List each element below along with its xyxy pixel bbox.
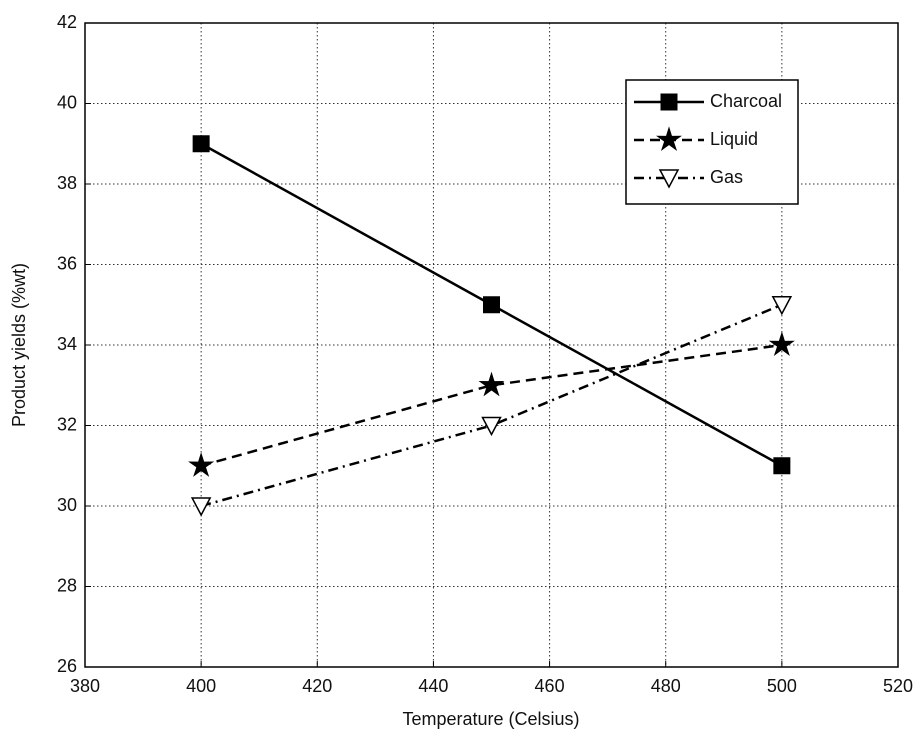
x-axis-label: Temperature (Celsius) xyxy=(402,709,579,729)
x-tick-label: 520 xyxy=(883,676,913,696)
y-tick-label: 30 xyxy=(57,495,77,515)
x-tick-label: 380 xyxy=(70,676,100,696)
y-tick-label: 26 xyxy=(57,656,77,676)
y-tick-label: 34 xyxy=(57,334,77,354)
y-tick-label: 40 xyxy=(57,92,77,112)
x-tick-label: 400 xyxy=(186,676,216,696)
y-axis-label: Product yields (%wt) xyxy=(9,263,29,427)
y-tick-label: 38 xyxy=(57,173,77,193)
marker xyxy=(484,297,500,313)
marker xyxy=(774,458,790,474)
x-tick-label: 460 xyxy=(535,676,565,696)
y-tick-label: 32 xyxy=(57,414,77,434)
chart: Temperature (Celsius) Product yields (%w… xyxy=(0,0,922,737)
x-tick-label: 500 xyxy=(767,676,797,696)
x-tick-label: 440 xyxy=(418,676,448,696)
legend-label: Gas xyxy=(710,167,743,187)
x-tick-label: 480 xyxy=(651,676,681,696)
legend-label: Liquid xyxy=(710,129,758,149)
y-tick-label: 42 xyxy=(57,12,77,32)
y-tick-label: 28 xyxy=(57,575,77,595)
marker xyxy=(661,94,677,110)
x-tick-label: 420 xyxy=(302,676,332,696)
legend: Charcoal Liquid Gas xyxy=(626,80,798,204)
legend-label: Charcoal xyxy=(710,91,782,111)
marker xyxy=(193,136,209,152)
y-tick-label: 36 xyxy=(57,253,77,273)
